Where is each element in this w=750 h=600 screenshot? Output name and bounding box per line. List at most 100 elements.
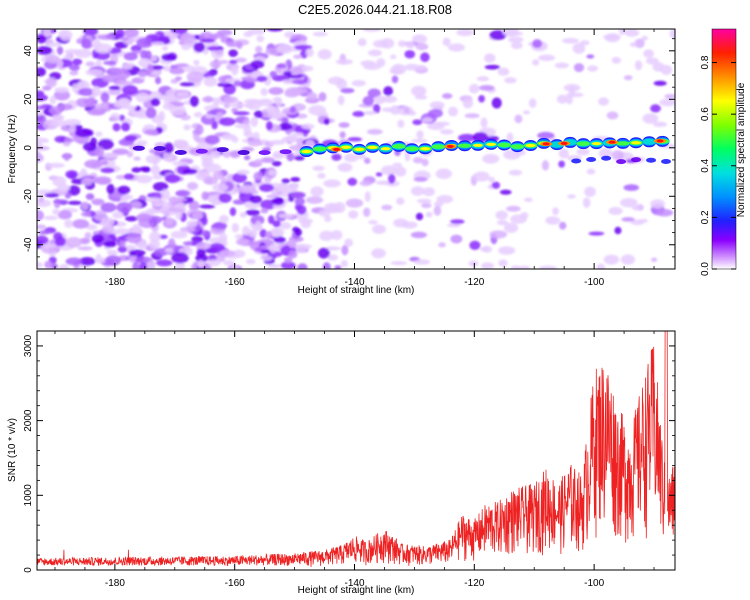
noise-blob (197, 259, 205, 269)
noise-blob (497, 67, 510, 76)
noise-blob (310, 186, 324, 197)
snr-xtick-label: -120 (464, 578, 484, 589)
noise-blob (158, 110, 166, 122)
noise-blob (655, 208, 674, 217)
noise-blob (234, 234, 244, 239)
noise-blob (144, 128, 159, 136)
noise-blob (149, 239, 161, 250)
noise-blob (56, 46, 64, 55)
noise-blob (347, 177, 358, 186)
noise-blob (603, 34, 621, 40)
noise-blob (94, 176, 112, 185)
noise-blob (623, 75, 633, 81)
noise-blob (390, 261, 408, 266)
noise-blob (85, 224, 98, 231)
noise-blob (147, 63, 154, 75)
noise-blob (629, 42, 637, 47)
noise-blob (450, 219, 465, 225)
noise-blob (434, 121, 451, 127)
colorbar-tick-label: 0.2 (700, 210, 711, 224)
noise-blob (420, 202, 432, 209)
noise-blob (201, 96, 215, 103)
noise-blob (104, 255, 121, 266)
noise-blob (223, 259, 236, 266)
noise-blob (212, 97, 220, 108)
noise-blob (573, 63, 585, 73)
noise-blob (393, 218, 409, 228)
noise-blob (514, 114, 523, 124)
noise-blob (123, 52, 138, 61)
signal-segment (132, 145, 145, 151)
colorbar: 0.0 0.2 0.4 0.6 0.8 Normalized spectral ampl… (700, 28, 747, 276)
noise-blob (164, 247, 174, 254)
noise-blob (351, 79, 366, 87)
noise-blob (205, 114, 214, 119)
noise-blob (382, 95, 398, 103)
noise-blob (340, 88, 355, 94)
noise-blob (43, 29, 52, 37)
noise-blob (37, 224, 47, 230)
noise-blob (362, 29, 381, 32)
noise-blob (558, 148, 569, 159)
noise-blob (496, 220, 508, 226)
noise-blob (45, 77, 57, 88)
noise-blob (498, 259, 508, 267)
noise-blob (510, 265, 522, 269)
noise-blob (223, 103, 231, 109)
noise-blob (85, 193, 95, 200)
noise-blob (368, 220, 378, 225)
noise-blob (292, 226, 300, 233)
noise-blob (651, 257, 658, 263)
noise-blob (146, 259, 156, 269)
noise-blob (204, 134, 220, 145)
spectrogram-xtick-label: -180 (105, 277, 125, 288)
noise-blob (528, 98, 537, 109)
noise-blob (81, 177, 93, 186)
noise-blob (154, 76, 162, 85)
noise-blob (306, 91, 318, 101)
noise-blob (170, 230, 188, 239)
noise-blob (340, 260, 348, 268)
noise-blob (189, 95, 199, 107)
noise-blob (631, 205, 642, 211)
noise-blob (52, 114, 65, 121)
noise-blob (561, 37, 579, 44)
noise-blob (476, 76, 490, 82)
signal-peak (656, 139, 664, 143)
noise-blob (425, 211, 433, 218)
noise-blob (554, 62, 569, 69)
noise-blob (208, 243, 225, 252)
noise-blob (462, 97, 474, 109)
noise-blob (565, 95, 573, 105)
noise-blob (318, 92, 327, 102)
noise-blob (160, 189, 171, 201)
noise-blob (79, 256, 96, 266)
noise-blob (283, 70, 292, 77)
noise-blob (182, 168, 198, 175)
signal-segment (174, 149, 187, 155)
noise-blob (49, 95, 57, 105)
noise-blob (138, 262, 148, 269)
noise-blob (249, 195, 262, 204)
noise-blob (124, 29, 139, 38)
noise-blob (207, 259, 221, 267)
noise-blob (279, 222, 292, 230)
noise-blob (255, 45, 263, 54)
noise-blob (152, 181, 169, 192)
noise-blob (524, 197, 533, 203)
noise-blob (157, 35, 170, 42)
noise-blob (53, 90, 71, 101)
noise-blob (174, 261, 186, 269)
spectrogram-ytick-label: 0 (23, 145, 34, 151)
noise-blob (436, 195, 454, 204)
noise-blob (373, 39, 389, 48)
noise-blob (363, 157, 371, 164)
noise-blob (433, 205, 442, 216)
noise-blob (78, 87, 94, 96)
noise-blob (57, 210, 72, 220)
noise-blob (37, 35, 47, 44)
noise-blob (653, 121, 668, 127)
noise-blob (300, 220, 311, 229)
noise-blob (294, 197, 306, 206)
colorbar-tick-label: 0.8 (700, 55, 711, 69)
